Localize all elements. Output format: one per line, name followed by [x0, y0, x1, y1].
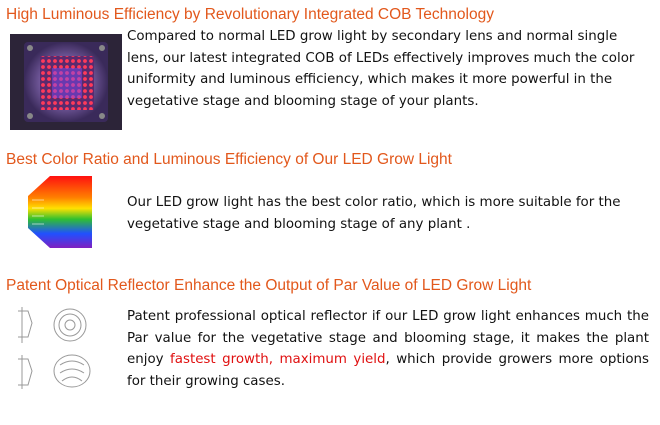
highlight-text: fastest growth, maximum yield	[170, 352, 386, 367]
section-paragraph: Our LED grow light has the best color ra…	[127, 192, 649, 235]
paragraph-text: Compared to normal LED grow light by sec…	[127, 29, 635, 109]
paragraph-text: Our LED grow light has the best color ra…	[127, 195, 621, 232]
cob-image	[10, 34, 122, 130]
paragraph-text: Patent professional optical reflector if…	[127, 309, 649, 367]
spectrum-image	[28, 176, 92, 248]
section-heading: High Luminous Efficiency by Revolutionar…	[6, 6, 494, 23]
section-paragraph: Patent professional optical reflector if…	[127, 306, 649, 392]
reflector-image	[18, 307, 91, 389]
section-heading: Best Color Ratio and Luminous Efficiency…	[6, 151, 452, 168]
section-heading: Patent Optical Reflector Enhance the Out…	[6, 277, 532, 294]
paragraph-text: , which provide growers more options for…	[127, 352, 649, 389]
section-paragraph: Compared to normal LED grow light by sec…	[127, 26, 649, 112]
